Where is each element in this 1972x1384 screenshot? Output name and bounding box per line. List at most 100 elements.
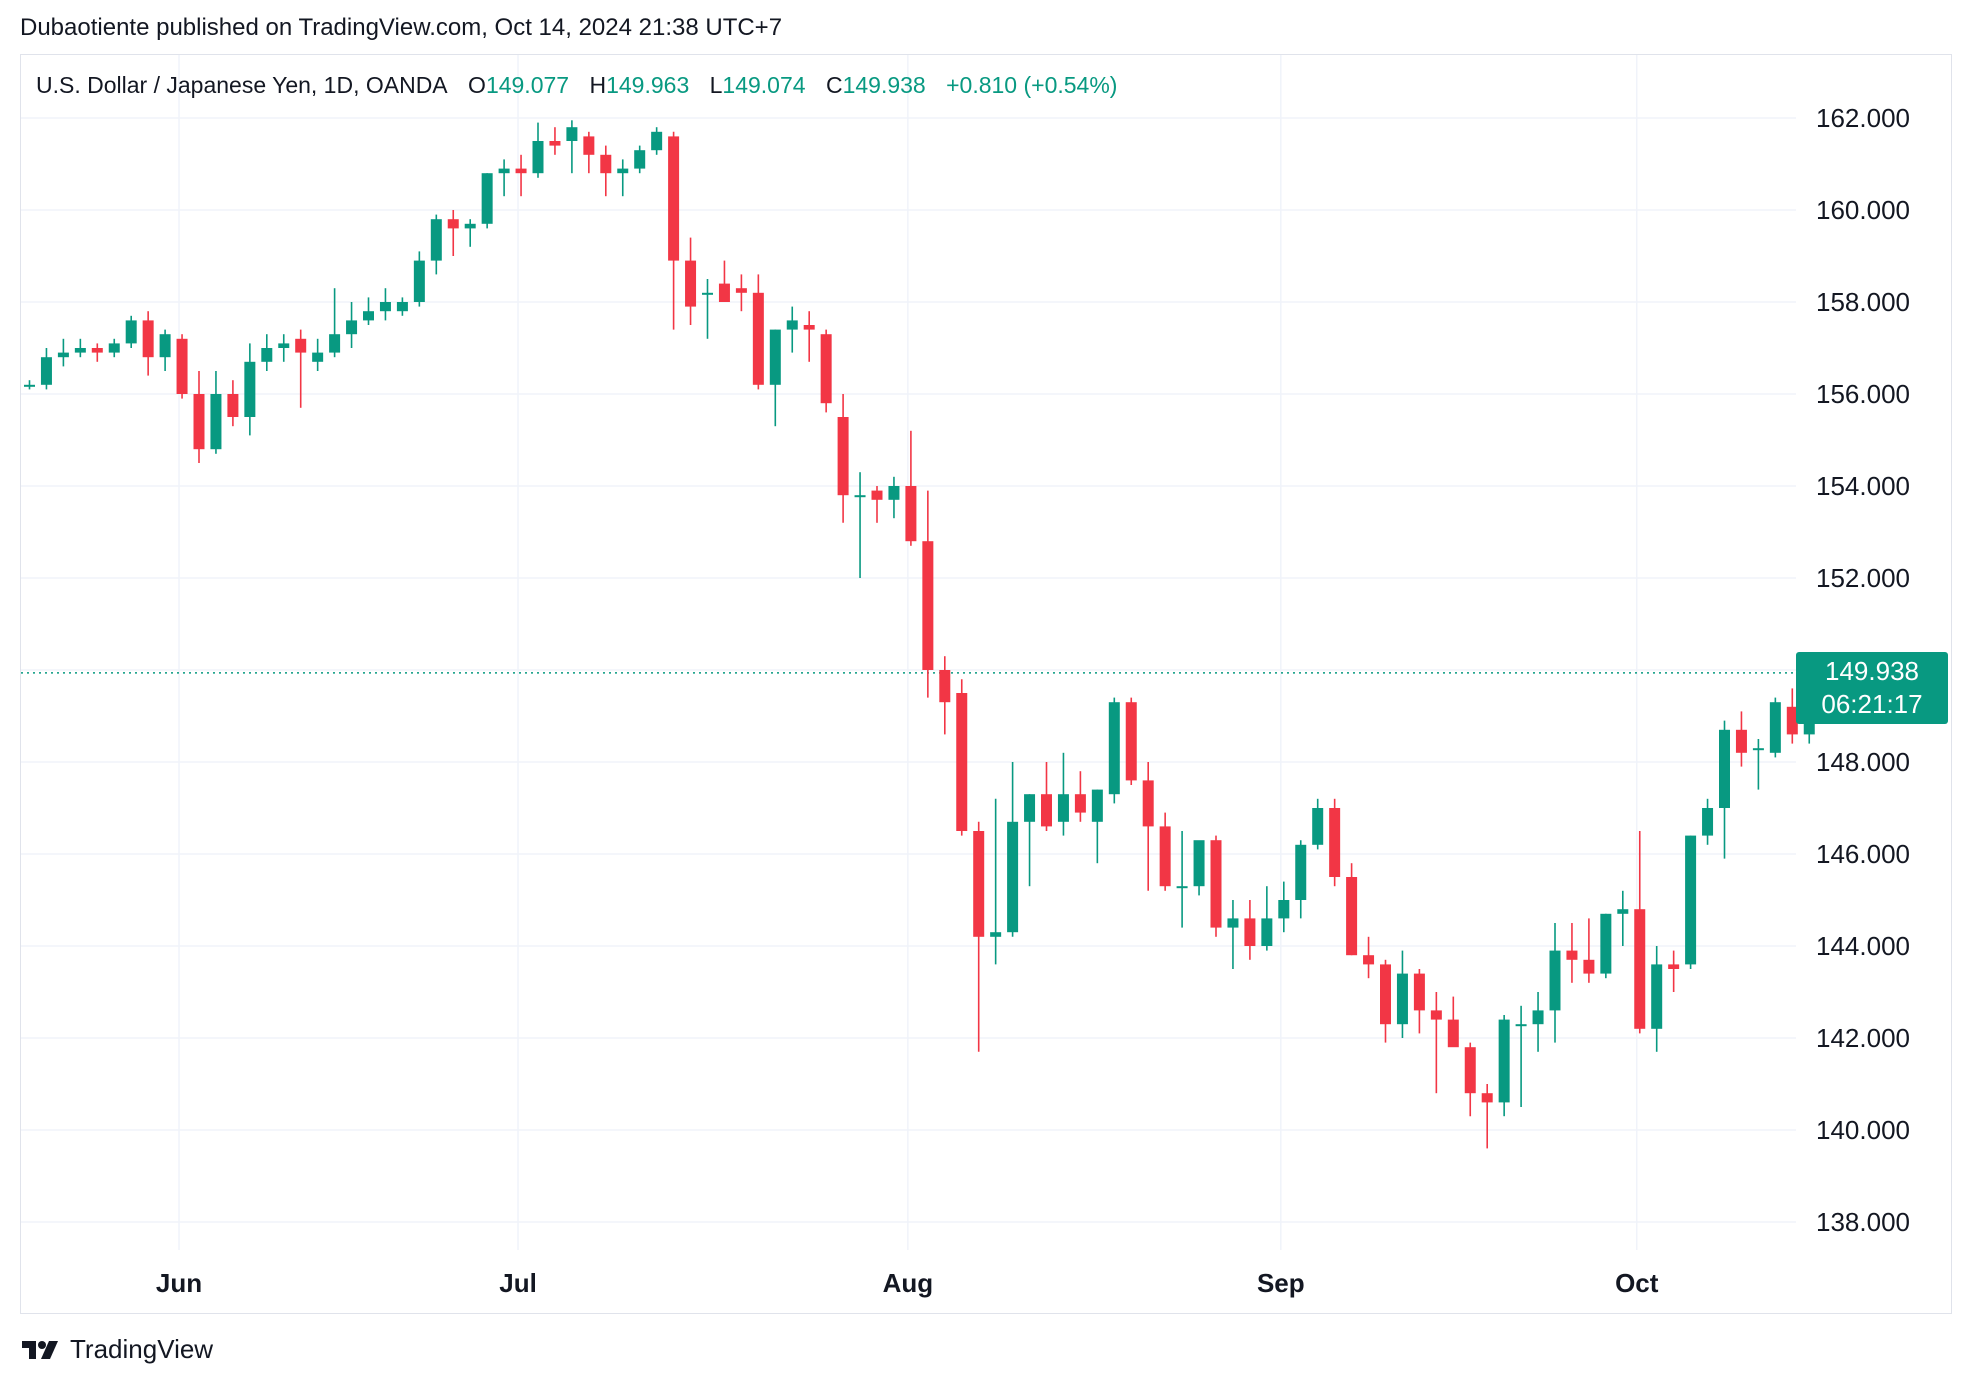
- candle[interactable]: [396, 297, 408, 316]
- candle[interactable]: [1329, 798, 1341, 887]
- candle[interactable]: [973, 821, 985, 1052]
- candle[interactable]: [1549, 923, 1561, 1043]
- candle[interactable]: [566, 120, 578, 174]
- candle[interactable]: [1702, 798, 1714, 845]
- candle[interactable]: [430, 214, 442, 275]
- candle[interactable]: [57, 338, 69, 367]
- candle[interactable]: [227, 380, 239, 427]
- candle[interactable]: [532, 122, 544, 178]
- candle[interactable]: [261, 334, 273, 371]
- candle[interactable]: [1566, 923, 1578, 983]
- candle[interactable]: [125, 315, 137, 348]
- candle[interactable]: [1735, 711, 1747, 767]
- candle[interactable]: [1532, 992, 1544, 1052]
- candle[interactable]: [24, 380, 35, 390]
- candle[interactable]: [1515, 1005, 1527, 1107]
- candle[interactable]: [668, 131, 680, 330]
- candle[interactable]: [1007, 762, 1019, 937]
- candle[interactable]: [413, 251, 425, 307]
- candle[interactable]: [1583, 918, 1595, 983]
- candle[interactable]: [600, 145, 612, 197]
- candle[interactable]: [1295, 840, 1307, 919]
- candle[interactable]: [1752, 739, 1764, 790]
- candle[interactable]: [803, 311, 815, 362]
- candle[interactable]: [142, 311, 154, 376]
- candle[interactable]: [651, 127, 663, 155]
- candle[interactable]: [346, 302, 358, 348]
- candle[interactable]: [820, 329, 832, 413]
- candle[interactable]: [583, 131, 595, 174]
- candle[interactable]: [278, 334, 290, 362]
- candle[interactable]: [210, 371, 222, 454]
- candle[interactable]: [159, 329, 171, 371]
- candle[interactable]: [990, 798, 1002, 965]
- candle[interactable]: [312, 338, 324, 371]
- candle[interactable]: [1651, 946, 1663, 1052]
- footer-brand[interactable]: TradingView: [20, 1334, 213, 1365]
- candle[interactable]: [1125, 697, 1137, 785]
- candle[interactable]: [1244, 900, 1256, 960]
- candle[interactable]: [752, 274, 764, 390]
- candle[interactable]: [685, 237, 697, 325]
- candle[interactable]: [1142, 762, 1154, 891]
- candle[interactable]: [837, 394, 849, 523]
- candle[interactable]: [888, 476, 900, 519]
- candle[interactable]: [447, 210, 459, 256]
- candle[interactable]: [1430, 992, 1442, 1094]
- candle[interactable]: [1481, 1084, 1493, 1149]
- candle[interactable]: [1600, 913, 1612, 979]
- candle[interactable]: [735, 274, 747, 312]
- candle[interactable]: [939, 656, 951, 735]
- candle[interactable]: [702, 279, 713, 339]
- candle[interactable]: [1108, 697, 1120, 804]
- candle[interactable]: [193, 371, 205, 463]
- candle[interactable]: [498, 159, 510, 197]
- candle[interactable]: [718, 260, 730, 302]
- candle[interactable]: [1193, 840, 1205, 896]
- candle[interactable]: [769, 329, 781, 427]
- candle[interactable]: [379, 288, 391, 321]
- candle[interactable]: [1159, 812, 1171, 891]
- candle[interactable]: [295, 329, 307, 408]
- candle[interactable]: [1346, 863, 1358, 956]
- candle[interactable]: [244, 343, 256, 436]
- candle[interactable]: [1396, 950, 1408, 1038]
- candle[interactable]: [108, 338, 120, 358]
- candle[interactable]: [481, 173, 493, 229]
- candle[interactable]: [1769, 697, 1781, 758]
- candle[interactable]: [1786, 688, 1798, 744]
- candle[interactable]: [1057, 752, 1069, 836]
- candle[interactable]: [905, 430, 917, 546]
- candle[interactable]: [1312, 798, 1324, 850]
- candle[interactable]: [1634, 831, 1646, 1034]
- candle[interactable]: [634, 145, 646, 174]
- candle[interactable]: [1176, 831, 1188, 928]
- candle[interactable]: [74, 338, 86, 358]
- candle[interactable]: [1719, 720, 1730, 859]
- candle[interactable]: [922, 490, 934, 698]
- candle[interactable]: [176, 334, 188, 399]
- candle[interactable]: [617, 159, 629, 197]
- candle[interactable]: [1685, 835, 1697, 969]
- candle[interactable]: [1261, 886, 1273, 951]
- candle[interactable]: [549, 127, 561, 155]
- candle[interactable]: [1498, 1015, 1510, 1117]
- candle[interactable]: [1041, 762, 1052, 831]
- candle[interactable]: [1227, 900, 1239, 969]
- candle[interactable]: [1210, 835, 1222, 937]
- candle[interactable]: [464, 219, 476, 247]
- candle[interactable]: [1413, 969, 1425, 1034]
- candle[interactable]: [956, 679, 968, 836]
- candle[interactable]: [1447, 996, 1459, 1048]
- candle[interactable]: [871, 486, 883, 523]
- candle[interactable]: [854, 472, 866, 578]
- candle[interactable]: [1091, 789, 1103, 864]
- candle[interactable]: [1380, 959, 1391, 1043]
- candle[interactable]: [1617, 890, 1629, 946]
- candle[interactable]: [329, 288, 341, 358]
- candle[interactable]: [363, 297, 374, 325]
- candle[interactable]: [1074, 771, 1086, 822]
- symbol-name[interactable]: U.S. Dollar / Japanese Yen, 1D, OANDA: [36, 72, 448, 98]
- candle[interactable]: [1363, 936, 1375, 979]
